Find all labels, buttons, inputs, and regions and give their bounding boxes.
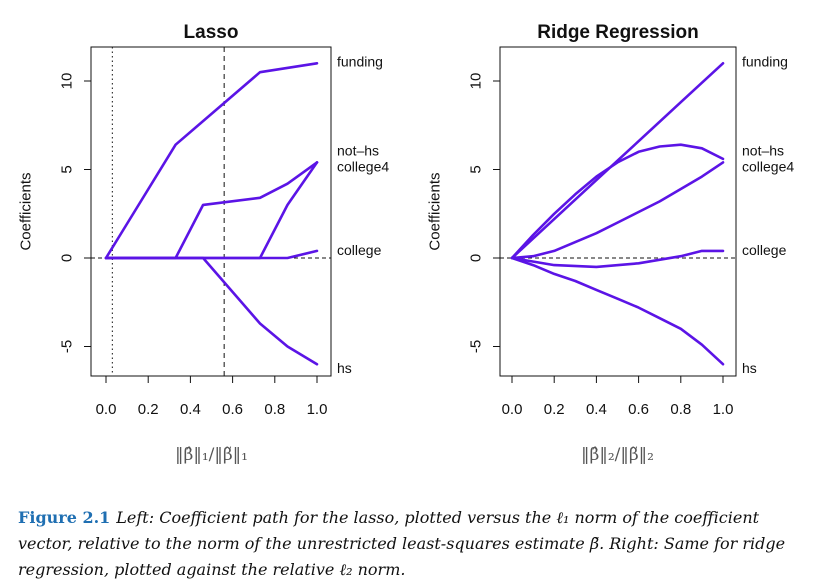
ridge-x-tick-label: 0.6 (628, 401, 649, 418)
ridge-y-tick-label: -5 (468, 340, 485, 353)
lasso-y-tick-label: 0 (59, 254, 76, 262)
lasso-series-label: college (337, 242, 382, 258)
lasso-series-college4 (104, 161, 319, 260)
ridge-y-tick-label: 5 (468, 165, 485, 173)
lasso-x-axis-label: ‖β̂‖₁/‖β̃‖₁ (175, 445, 248, 465)
lasso-series-hs (104, 256, 319, 366)
lasso-plot-frame (90, 46, 332, 377)
ridge-series-funding (510, 61, 725, 260)
ridge-x-tick-label: 0.8 (670, 401, 691, 418)
lasso-x-tick-label: 0.2 (138, 401, 159, 418)
lasso-x-tick-label: 0.8 (264, 401, 285, 418)
ridge-series-label: not–hs (742, 143, 784, 159)
lasso-y-axis-label: Coefficients (18, 172, 35, 250)
lasso-x-tick-label: 0.0 (96, 401, 117, 418)
lasso-series-funding (104, 61, 319, 260)
figure-caption-text: Left: Coefficient path for the lasso, pl… (18, 508, 786, 579)
ridge-y-axis-label: Coefficients (427, 172, 444, 250)
ridge-series-label: college (742, 242, 787, 258)
figure-charts: Lasso -5 0 5 10 0.0 0.2 0.4 0.6 0.8 1.0 Coefficient… (18, 22, 795, 465)
ridge-chart-title: Ridge Regression (537, 22, 699, 43)
ridge-series-label: hs (742, 360, 757, 376)
lasso-x-tick-label: 0.6 (222, 401, 243, 418)
figure-caption-label: Figure 2.1 (18, 508, 111, 527)
lasso-y-tick-label: -5 (59, 340, 76, 353)
lasso-series-label: hs (337, 360, 352, 376)
ridge-x-tick-label: 0.0 (502, 401, 523, 418)
ridge-series-hs (510, 256, 725, 366)
ridge-series-not-hs (510, 143, 725, 260)
ridge-x-tick-label: 1.0 (713, 401, 734, 418)
ridge-y-tick-label: 10 (468, 73, 485, 90)
lasso-chart-title: Lasso (184, 22, 239, 43)
lasso-y-tick-label: 10 (59, 73, 76, 90)
ridge-series-label: funding (742, 53, 788, 69)
lasso-series-label: college4 (337, 158, 389, 174)
lasso-x-tick-label: 1.0 (307, 401, 328, 418)
lasso-series-label: not–hs (337, 143, 379, 159)
ridge-series-label: college4 (742, 158, 794, 174)
ridge-x-tick-label: 0.4 (586, 401, 607, 418)
lasso-series-label: funding (337, 53, 383, 69)
ridge-series-college4 (510, 161, 725, 260)
ridge-plot-frame (499, 46, 737, 377)
ridge-x-tick-label: 0.2 (544, 401, 565, 418)
lasso-y-tick-label: 5 (59, 165, 76, 173)
ridge-x-axis-label: ‖β̂‖₂/‖β̃‖₂ (581, 445, 654, 465)
lasso-x-tick-label: 0.4 (180, 401, 201, 418)
ridge-y-tick-label: 0 (468, 254, 485, 262)
ridge-series-college (510, 249, 725, 269)
figure-caption: Figure 2.1 Left: Coefficient path for the… (18, 505, 803, 583)
